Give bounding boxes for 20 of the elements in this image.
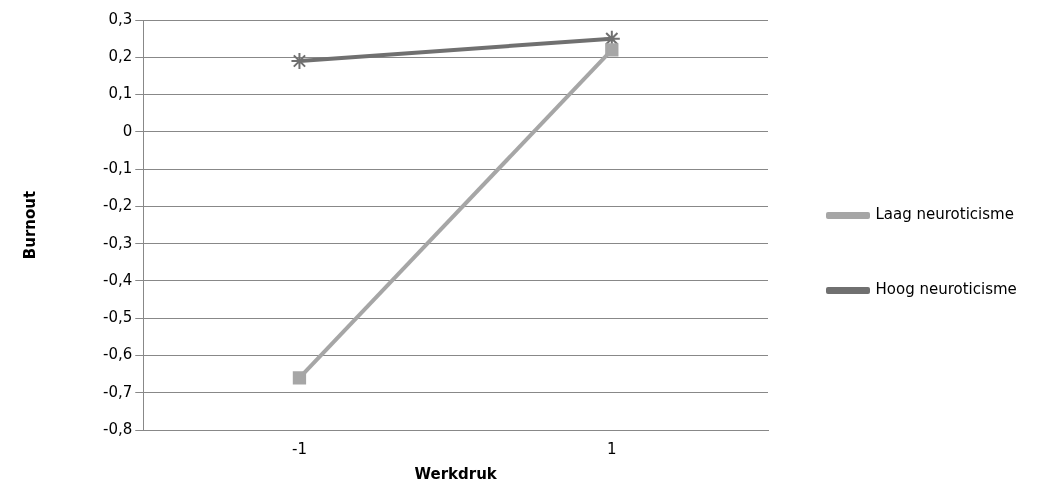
point: [292, 371, 307, 385]
y-tick-label: -0,1: [102, 158, 133, 177]
y-tick-label: -0,7: [102, 382, 133, 401]
x-axis-title: Werkdruk: [414, 464, 498, 483]
y-tick-label: -0,8: [102, 419, 133, 438]
y-tick-label: 0: [122, 121, 133, 140]
y-tick-label: -0,5: [102, 308, 133, 327]
y-tick-label: -0,6: [102, 345, 133, 364]
y-tick-label: -0,2: [102, 196, 133, 215]
legend-label: Hoog neuroticisme: [875, 280, 1017, 299]
x-tick-label: 1: [607, 439, 617, 458]
point: [605, 43, 619, 57]
y-tick-label: 0,2: [108, 47, 133, 66]
y-tick-label: 0,1: [108, 84, 133, 103]
y-tick-label: -0,3: [102, 233, 133, 252]
y-axis-title: Burnout: [20, 190, 39, 260]
y-tick-label: -0,4: [102, 270, 133, 289]
legend-label: Laag neuroticisme: [875, 205, 1014, 224]
y-tick-label: 0,3: [108, 9, 133, 28]
x-tick-label: -1: [291, 439, 307, 458]
